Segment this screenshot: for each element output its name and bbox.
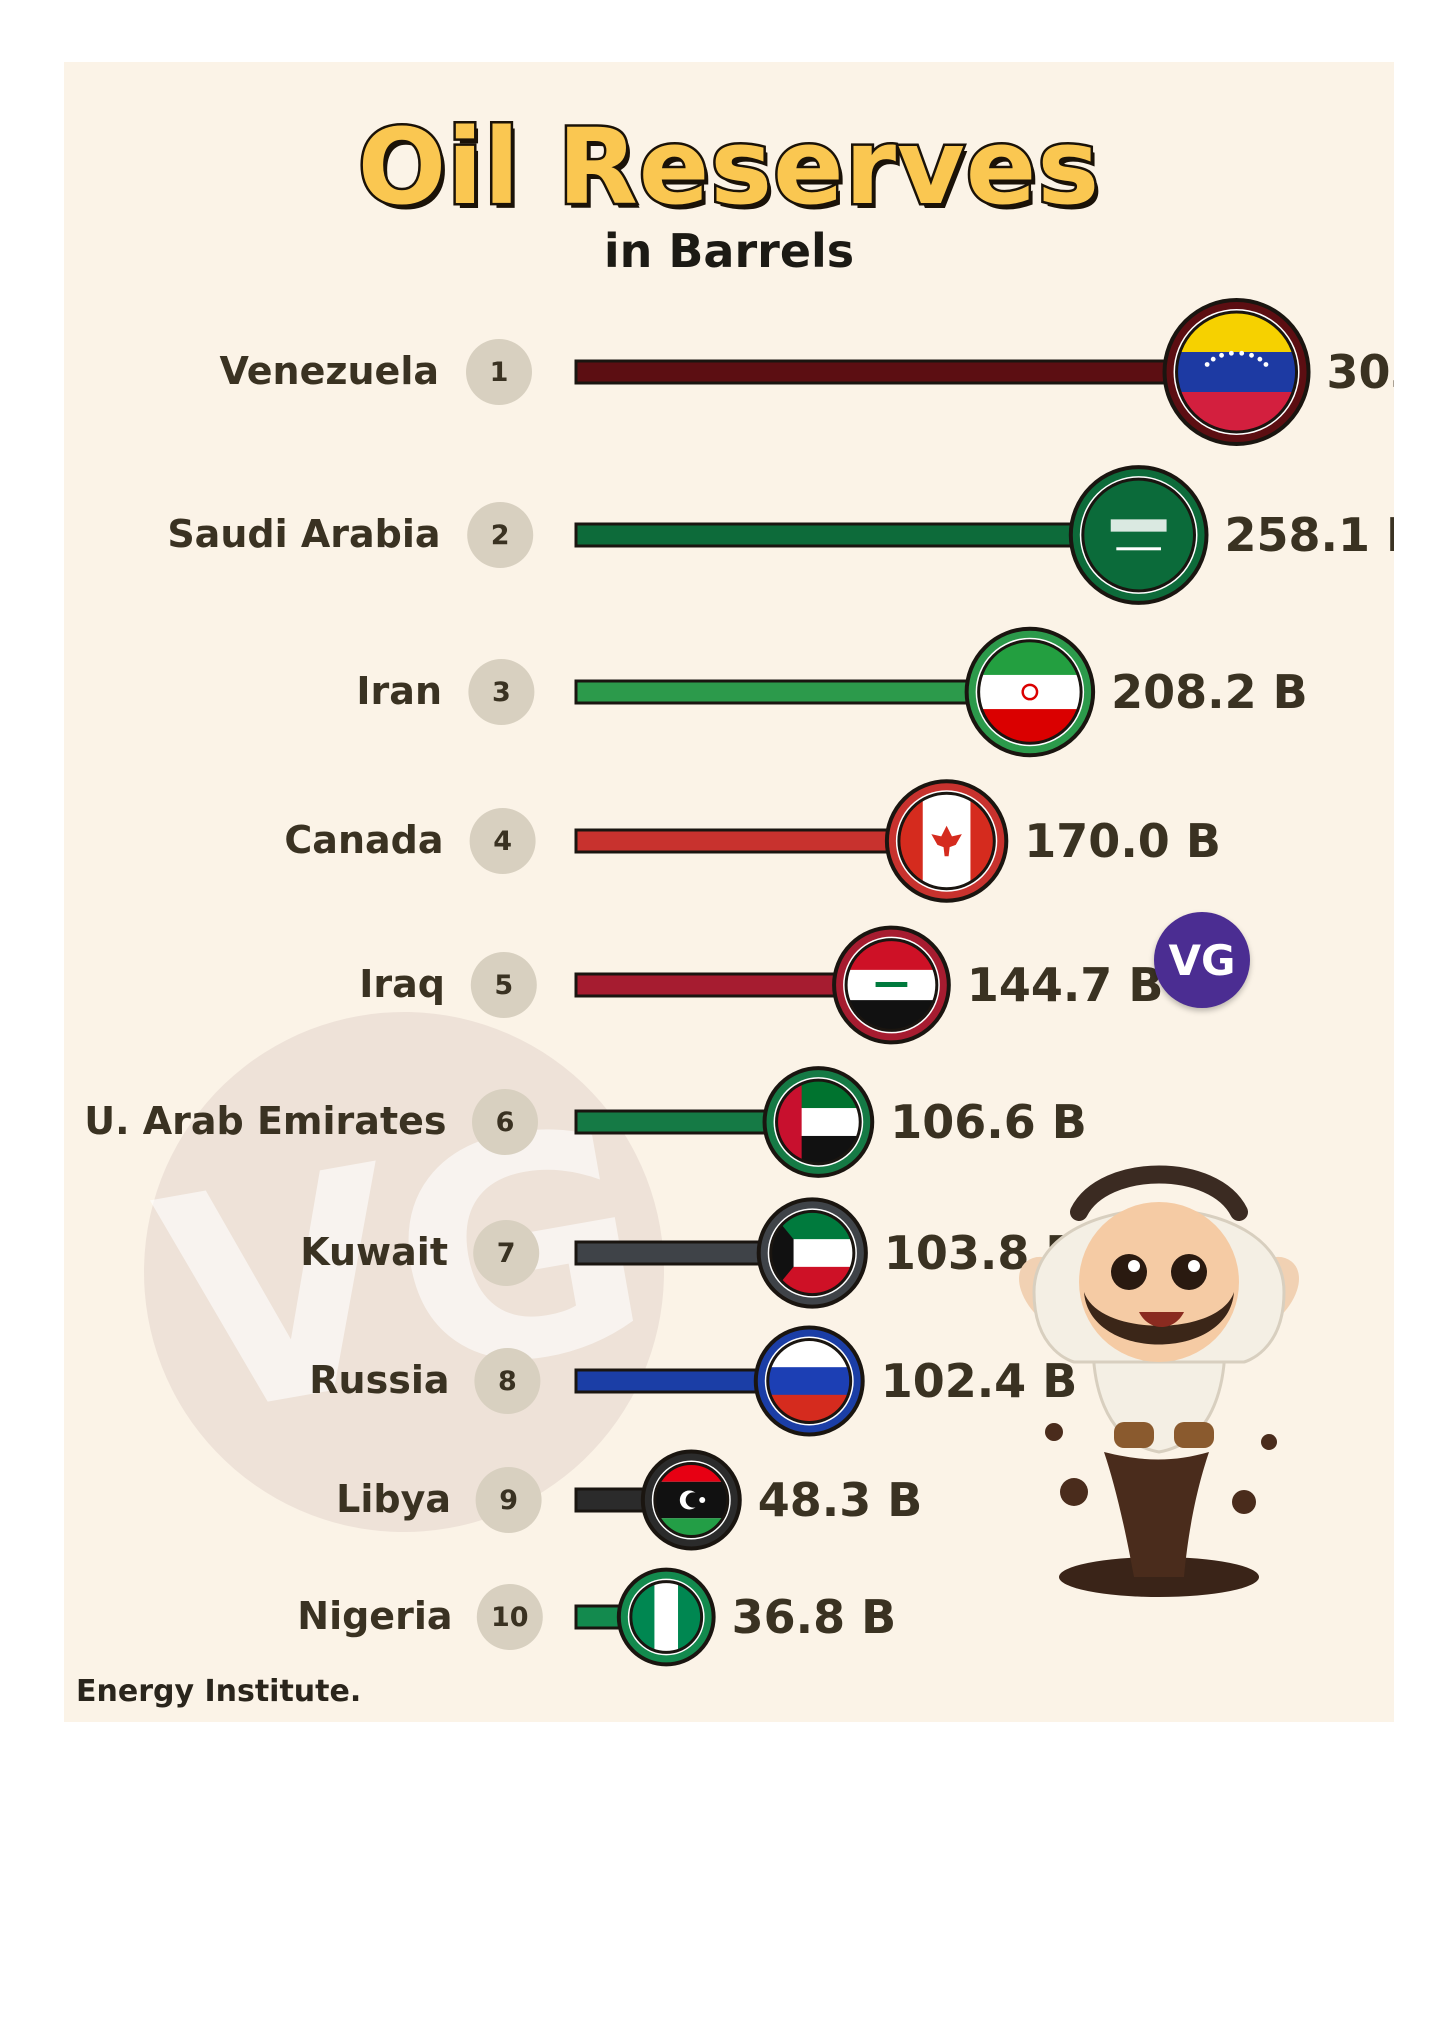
rank-badge xyxy=(470,952,537,1018)
chart-title: Oil Reserves xyxy=(355,104,1102,231)
rank-number: 9 xyxy=(499,1485,518,1516)
rank-badge xyxy=(475,1467,542,1533)
bar xyxy=(574,679,1032,705)
country-label: Nigeria xyxy=(297,1594,452,1638)
rank-number: 5 xyxy=(494,970,513,1001)
rank-badge xyxy=(468,659,535,725)
rank-badge xyxy=(476,1584,543,1650)
rank-number: 1 xyxy=(490,357,509,388)
vg-badge: VG xyxy=(1154,912,1250,1008)
value-label: 208.2 B xyxy=(1111,665,1308,719)
rank-number: 2 xyxy=(491,520,510,551)
rank-badge xyxy=(466,339,532,405)
bar xyxy=(574,522,1141,548)
source-note: Energy Institute. xyxy=(76,1674,362,1709)
country-label: Venezuela xyxy=(219,349,439,393)
rank-number: 10 xyxy=(491,1602,529,1633)
country-label: Iran xyxy=(356,669,442,713)
country-label: Kuwait xyxy=(300,1230,448,1274)
rank-badge xyxy=(474,1348,541,1414)
country-label: Russia xyxy=(309,1358,449,1402)
country-label: Canada xyxy=(284,818,443,862)
value-label: 303.0 B xyxy=(1327,345,1394,399)
rank-badge xyxy=(472,1089,538,1155)
value-label: 144.7 B xyxy=(967,958,1164,1012)
rank-number: 8 xyxy=(498,1366,517,1397)
bar-chart: Venezuela 1 303.0 B Saudi Arabia 2 258.1 B Ira… xyxy=(84,298,1394,1667)
bar xyxy=(574,359,1239,385)
value-label: 36.8 B xyxy=(732,1590,897,1644)
saudi-arabia-flag-icon xyxy=(1082,479,1195,591)
mascot-illustration xyxy=(1019,1165,1299,1597)
rank-badge xyxy=(473,1220,540,1286)
uae-flag-icon xyxy=(776,1080,861,1164)
value-label: 258.1 B xyxy=(1225,508,1394,562)
rank-number: 4 xyxy=(493,826,512,857)
rank-number: 3 xyxy=(492,677,511,708)
country-label: U. Arab Emirates xyxy=(84,1099,446,1143)
rank-number: 6 xyxy=(496,1107,515,1138)
rank-badge xyxy=(469,808,536,874)
chart-subtitle: in Barrels xyxy=(603,224,855,278)
country-label: Iraq xyxy=(359,962,445,1006)
value-label: 102.4 B xyxy=(881,1354,1078,1408)
rank-badge xyxy=(467,502,534,568)
value-label: 106.6 B xyxy=(890,1095,1087,1149)
value-label: 48.3 B xyxy=(758,1473,923,1527)
rank-number: 7 xyxy=(497,1238,516,1269)
country-label: Saudi Arabia xyxy=(167,512,440,556)
country-label: Libya xyxy=(336,1477,451,1521)
infographic-card: VG Oil Reserves in Barrels Venezuela 1 303… xyxy=(64,62,1394,1722)
value-label: 170.0 B xyxy=(1024,814,1221,868)
